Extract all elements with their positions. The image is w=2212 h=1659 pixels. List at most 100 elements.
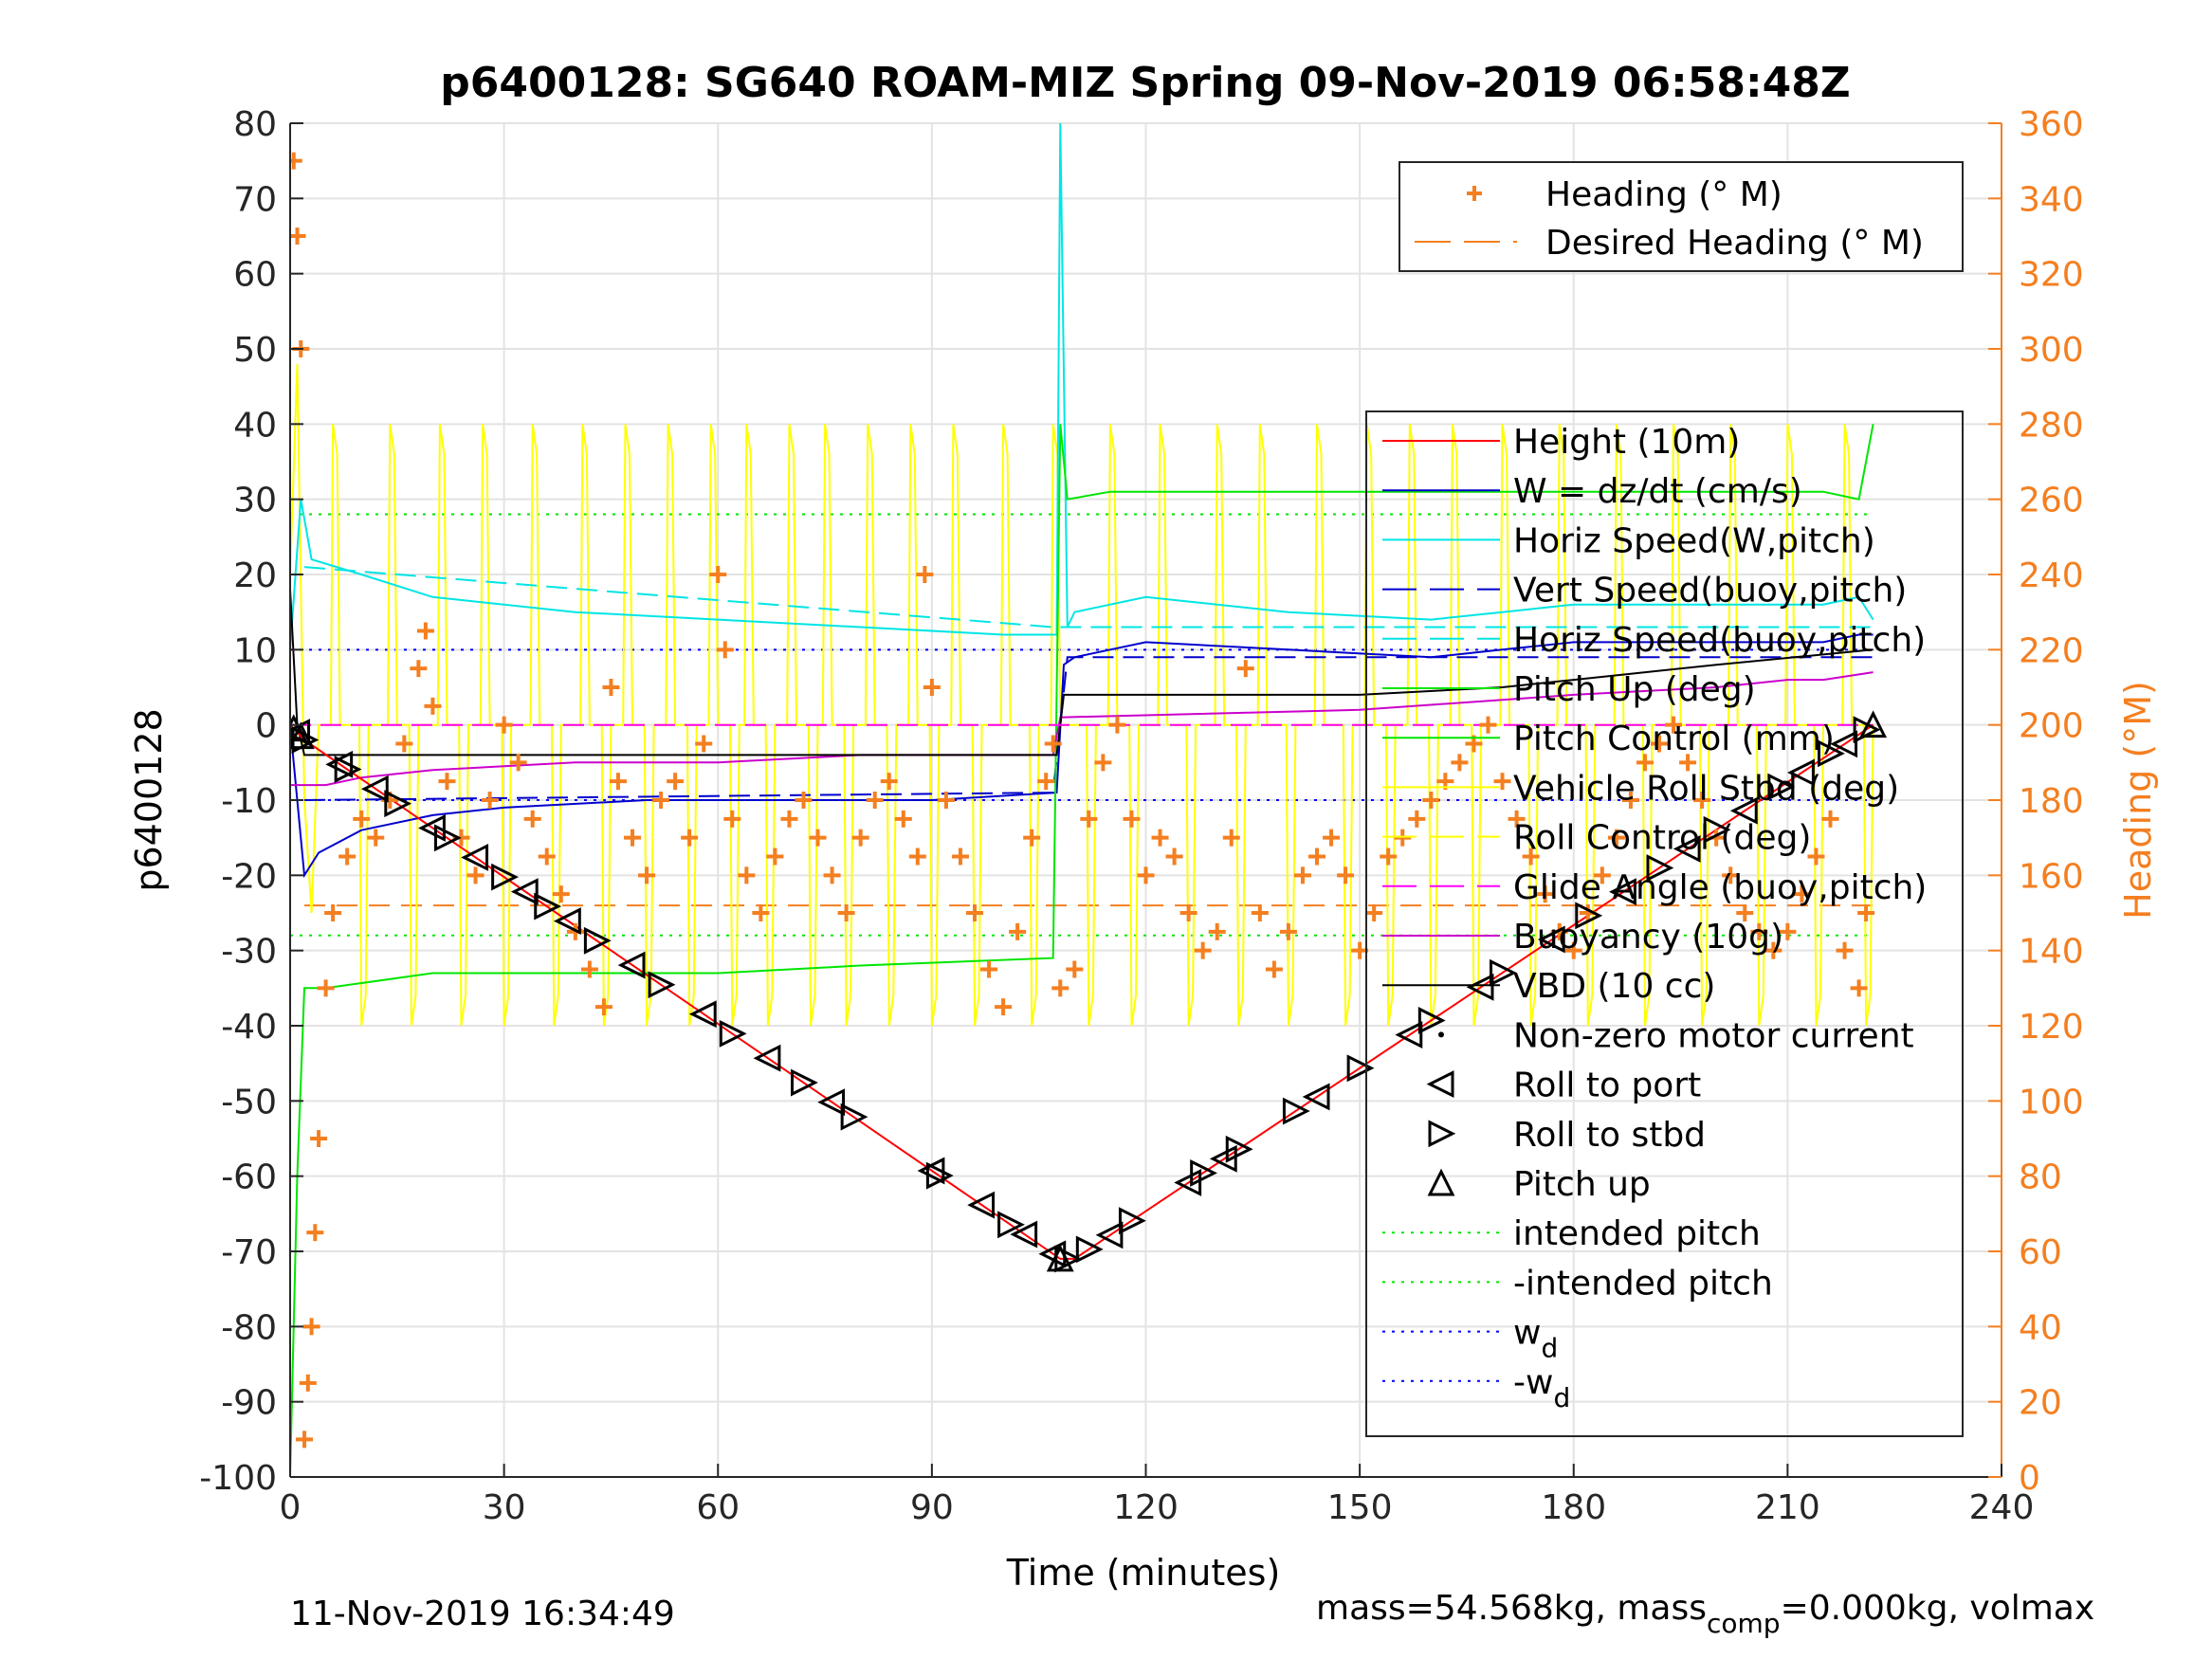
roll-port-marker [553, 907, 581, 936]
y-tick-label: -30 [221, 933, 277, 972]
roll-stbd-marker [384, 790, 412, 818]
heading-point [1665, 716, 1683, 734]
heading-point [1394, 829, 1412, 847]
legend-main-label: Height (10m) [1513, 423, 1740, 462]
heading-point [1265, 960, 1283, 978]
y2-tick-label: 320 [2019, 256, 2084, 295]
heading-point [837, 904, 855, 921]
heading-point [1080, 810, 1098, 828]
heading-point [916, 566, 934, 583]
heading-point [709, 566, 727, 583]
legend-tri [1427, 1168, 1455, 1196]
heading-point [966, 904, 983, 921]
y2-tick-label: 140 [2019, 933, 2084, 972]
heading-point [324, 904, 342, 921]
legend-main-label: Non-zero motor current [1513, 1016, 1914, 1055]
heading-point [667, 773, 685, 791]
heading-point [1607, 829, 1625, 847]
heading-point [1679, 754, 1697, 772]
y-tick-label: -10 [221, 782, 277, 821]
heading-point [1750, 922, 1768, 940]
legend-main-label: Roll Control (deg) [1513, 819, 1811, 858]
heading-point [1365, 904, 1383, 921]
heading-point [638, 866, 656, 884]
heading-point [894, 810, 912, 828]
heading-point [1836, 941, 1854, 959]
pitch-up-marker [1859, 710, 1888, 738]
y-tick-label: 50 [233, 331, 277, 370]
x-tick-label: 210 [1755, 1488, 1820, 1527]
heading-point [495, 716, 513, 734]
heading-point [410, 660, 428, 678]
roll-port-marker [753, 1044, 781, 1072]
legend-main-label: Buoyancy (10g) [1513, 918, 1783, 957]
roll-stbd-marker [1118, 1207, 1146, 1235]
y2-tick-label: 220 [2019, 631, 2084, 670]
legend-main-label: intended pitch [1513, 1214, 1761, 1253]
roll-stbd-marker [1346, 1054, 1375, 1083]
heading-point [908, 848, 926, 866]
heading-point [1451, 754, 1469, 772]
y-tick-label: -60 [221, 1158, 277, 1197]
series-layer [290, 123, 1888, 1477]
roll-stbd-marker [997, 1211, 1025, 1239]
roll-stbd-marker [583, 926, 612, 955]
x-tick-label: 90 [910, 1488, 954, 1527]
y-axis-left: -100-90-80-70-60-50-40-30-20-10010203040… [199, 105, 303, 1498]
legend-main-label: Horiz Speed(buoy,pitch) [1513, 621, 1926, 660]
x-tick-label: 240 [1969, 1488, 2035, 1527]
legend-main-label: Pitch up [1513, 1165, 1651, 1204]
roll-stbd-marker [1225, 1135, 1253, 1163]
heading-point [752, 904, 770, 921]
heading-point [980, 960, 998, 978]
y-tick-label: 60 [233, 256, 277, 295]
y2-tick-label: 0 [2019, 1459, 2040, 1498]
y2-tick-label: 160 [2019, 857, 2084, 896]
heading-point [1508, 810, 1526, 828]
y2-tick-label: 100 [2019, 1083, 2084, 1121]
heading-point [1736, 904, 1754, 921]
roll-port-marker [1830, 730, 1858, 758]
y-tick-label: 30 [233, 482, 277, 520]
heading-point [367, 829, 385, 847]
roll-stbd-marker [648, 971, 676, 999]
roll-port-marker [1609, 878, 1636, 906]
heading-point [1323, 829, 1341, 847]
height-series [290, 723, 1874, 1260]
roll-stbd-marker [1767, 773, 1796, 801]
legend-main-label: Vert Speed(buoy,pitch) [1513, 572, 1907, 611]
heading-point [416, 622, 434, 640]
heading-point [1593, 866, 1611, 884]
roll-port-marker [461, 844, 489, 871]
legend-tri [1428, 1120, 1456, 1148]
heading-point [1693, 792, 1711, 809]
y-tick-label: 10 [233, 631, 277, 670]
y-tick-label: 70 [233, 180, 277, 219]
x-tick-label: 30 [483, 1488, 526, 1527]
heading-point [1536, 885, 1554, 903]
roll-stbd-marker [791, 1068, 818, 1097]
roll-port-marker [1302, 1083, 1330, 1111]
roll-stbd-marker [840, 1103, 868, 1131]
heading-point [594, 998, 612, 1016]
pitch-up-marker [1046, 1244, 1074, 1272]
y-tick-label: -100 [199, 1459, 277, 1498]
y2-axis-label: Heading (°M) [2117, 681, 2159, 920]
legend-heading-label: Desired Heading (° M) [1545, 224, 1924, 263]
heading-point [1108, 716, 1126, 734]
heading-point [1009, 922, 1027, 940]
roll-port-marker [1729, 796, 1758, 825]
footer-timestamp: 11-Nov-2019 16:34:49 [290, 1595, 675, 1633]
heading-point [310, 1130, 328, 1147]
heading-point [1208, 922, 1226, 940]
y-axis-right: 0 20 40 60 80 100 120 140 160 180 200 220 240 260 280 3… [1988, 105, 2084, 1498]
legend-main-label: VBD (10 cc) [1513, 967, 1715, 1006]
roll-port-marker [1095, 1221, 1124, 1249]
roll-port-marker [1174, 1169, 1202, 1196]
heading-point [652, 792, 670, 809]
heading-point [1293, 866, 1311, 884]
heading-point [723, 810, 741, 828]
legend-dot [1438, 1031, 1444, 1038]
heading-point [509, 754, 527, 772]
heading-point [538, 848, 556, 866]
